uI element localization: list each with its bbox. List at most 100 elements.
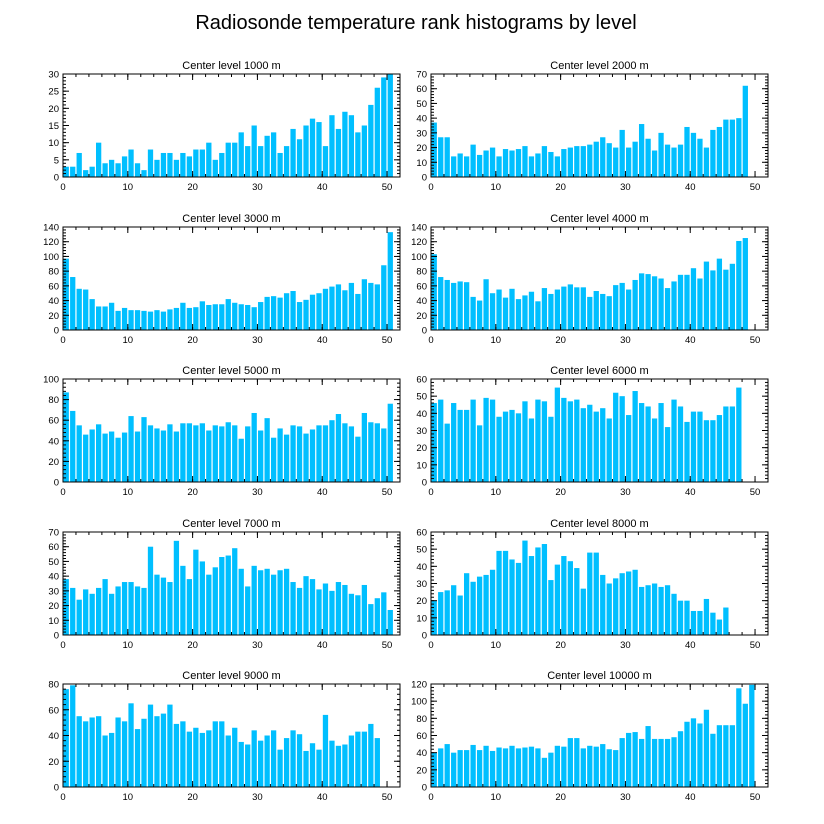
histogram-bar bbox=[374, 87, 380, 177]
y-tick-label: 0 bbox=[422, 631, 427, 642]
histogram-bar bbox=[128, 416, 134, 482]
histogram-bar bbox=[296, 139, 303, 177]
histogram-bar bbox=[290, 730, 296, 787]
x-tick-label: 50 bbox=[382, 335, 393, 346]
histogram-bar bbox=[322, 583, 329, 635]
histogram-bar bbox=[212, 567, 218, 635]
histogram-bar bbox=[96, 306, 102, 330]
histogram-bar bbox=[374, 423, 380, 482]
histogram-bar bbox=[736, 688, 742, 787]
histogram-bar bbox=[496, 156, 502, 177]
histogram-bar bbox=[606, 143, 612, 177]
histogram-bar bbox=[554, 745, 561, 787]
histogram-bar bbox=[671, 593, 677, 635]
panel-title: Center level 1000 m bbox=[182, 60, 280, 72]
x-tick-label: 30 bbox=[252, 335, 263, 346]
histogram-bar bbox=[451, 156, 457, 177]
histogram-bar bbox=[387, 609, 393, 635]
histogram-bar bbox=[303, 299, 309, 330]
histogram-bar bbox=[303, 576, 309, 635]
y-tick-label: 15 bbox=[48, 121, 59, 132]
histogram-bar bbox=[716, 619, 723, 635]
histogram-bar bbox=[115, 586, 121, 635]
histogram-bar bbox=[515, 562, 522, 635]
histogram-bar bbox=[431, 122, 437, 177]
histogram-bar bbox=[567, 738, 573, 787]
histogram-bar bbox=[619, 738, 625, 787]
histogram-bar bbox=[141, 718, 147, 787]
histogram-bar bbox=[742, 85, 748, 177]
histogram-bar bbox=[206, 574, 212, 635]
histogram-bar bbox=[464, 573, 470, 635]
histogram-bar bbox=[489, 399, 496, 482]
y-tick-label: 0 bbox=[422, 478, 427, 489]
histogram-bar bbox=[587, 552, 593, 635]
histogram-bar bbox=[76, 599, 82, 635]
histogram-bar bbox=[671, 147, 677, 177]
histogram-bar bbox=[348, 735, 355, 787]
y-tick-label: 100 bbox=[411, 252, 427, 263]
histogram-bar bbox=[225, 299, 231, 330]
histogram-bar bbox=[541, 544, 548, 635]
x-tick-label: 0 bbox=[60, 335, 65, 346]
histogram-bar bbox=[342, 423, 348, 482]
histogram-bar bbox=[645, 726, 651, 787]
histogram-bar bbox=[89, 166, 95, 177]
y-tick-label: 60 bbox=[416, 375, 427, 386]
y-tick-label: 100 bbox=[43, 252, 59, 263]
histogram-bar bbox=[626, 147, 632, 177]
histogram-bar bbox=[219, 557, 225, 635]
histogram-bar bbox=[89, 429, 95, 482]
histogram-bar bbox=[309, 429, 316, 482]
y-tick-label: 60 bbox=[48, 542, 59, 553]
histogram-bar bbox=[264, 418, 270, 482]
y-tick-label: 60 bbox=[416, 731, 427, 742]
histogram-bar bbox=[108, 302, 115, 330]
x-tick-label: 30 bbox=[252, 182, 263, 193]
y-tick-label: 60 bbox=[48, 416, 59, 427]
histogram-bar bbox=[613, 392, 619, 482]
histogram-bar bbox=[283, 738, 290, 787]
histogram-bar bbox=[316, 425, 322, 482]
histogram-bar bbox=[464, 282, 470, 330]
histogram-bar bbox=[186, 423, 193, 482]
histogram-bar bbox=[70, 685, 76, 787]
histogram-bar bbox=[108, 431, 115, 482]
histogram-bar bbox=[483, 745, 489, 787]
y-tick-label: 25 bbox=[48, 87, 59, 98]
histogram-bar bbox=[63, 166, 69, 177]
y-tick-label: 20 bbox=[48, 311, 59, 322]
histogram-bar bbox=[431, 254, 437, 330]
histogram-bar bbox=[322, 425, 329, 482]
histogram-bar bbox=[121, 307, 128, 330]
histogram-bar bbox=[593, 291, 599, 330]
histogram-bar bbox=[160, 311, 167, 330]
histogram-bar bbox=[225, 422, 231, 482]
y-tick-label: 0 bbox=[422, 173, 427, 184]
histogram-bar bbox=[483, 279, 489, 330]
histogram-bar bbox=[626, 732, 632, 787]
histogram-bar bbox=[63, 258, 69, 330]
panel-title: Center level 7000 m bbox=[182, 518, 280, 530]
x-tick-label: 20 bbox=[555, 182, 566, 193]
histogram-bar bbox=[70, 410, 76, 482]
histogram-bar bbox=[528, 556, 535, 635]
histogram-bar bbox=[509, 745, 515, 787]
histogram-bar bbox=[199, 149, 205, 177]
x-tick-label: 0 bbox=[428, 182, 433, 193]
y-tick-label: 40 bbox=[416, 748, 427, 759]
histogram-bar bbox=[309, 743, 316, 787]
histogram-bar bbox=[245, 426, 251, 482]
histogram-bar bbox=[102, 433, 108, 482]
histogram-bar bbox=[245, 586, 251, 635]
histogram-bar bbox=[600, 574, 606, 635]
y-tick-label: 20 bbox=[416, 311, 427, 322]
y-tick-label: 100 bbox=[411, 697, 427, 708]
histogram-bar bbox=[121, 156, 128, 177]
histogram-bar bbox=[658, 278, 664, 330]
histogram-bar bbox=[651, 150, 658, 177]
histogram-bar bbox=[316, 293, 322, 330]
histogram-bar bbox=[664, 738, 671, 787]
histogram-bar bbox=[438, 592, 444, 635]
histogram-bar bbox=[587, 144, 593, 177]
